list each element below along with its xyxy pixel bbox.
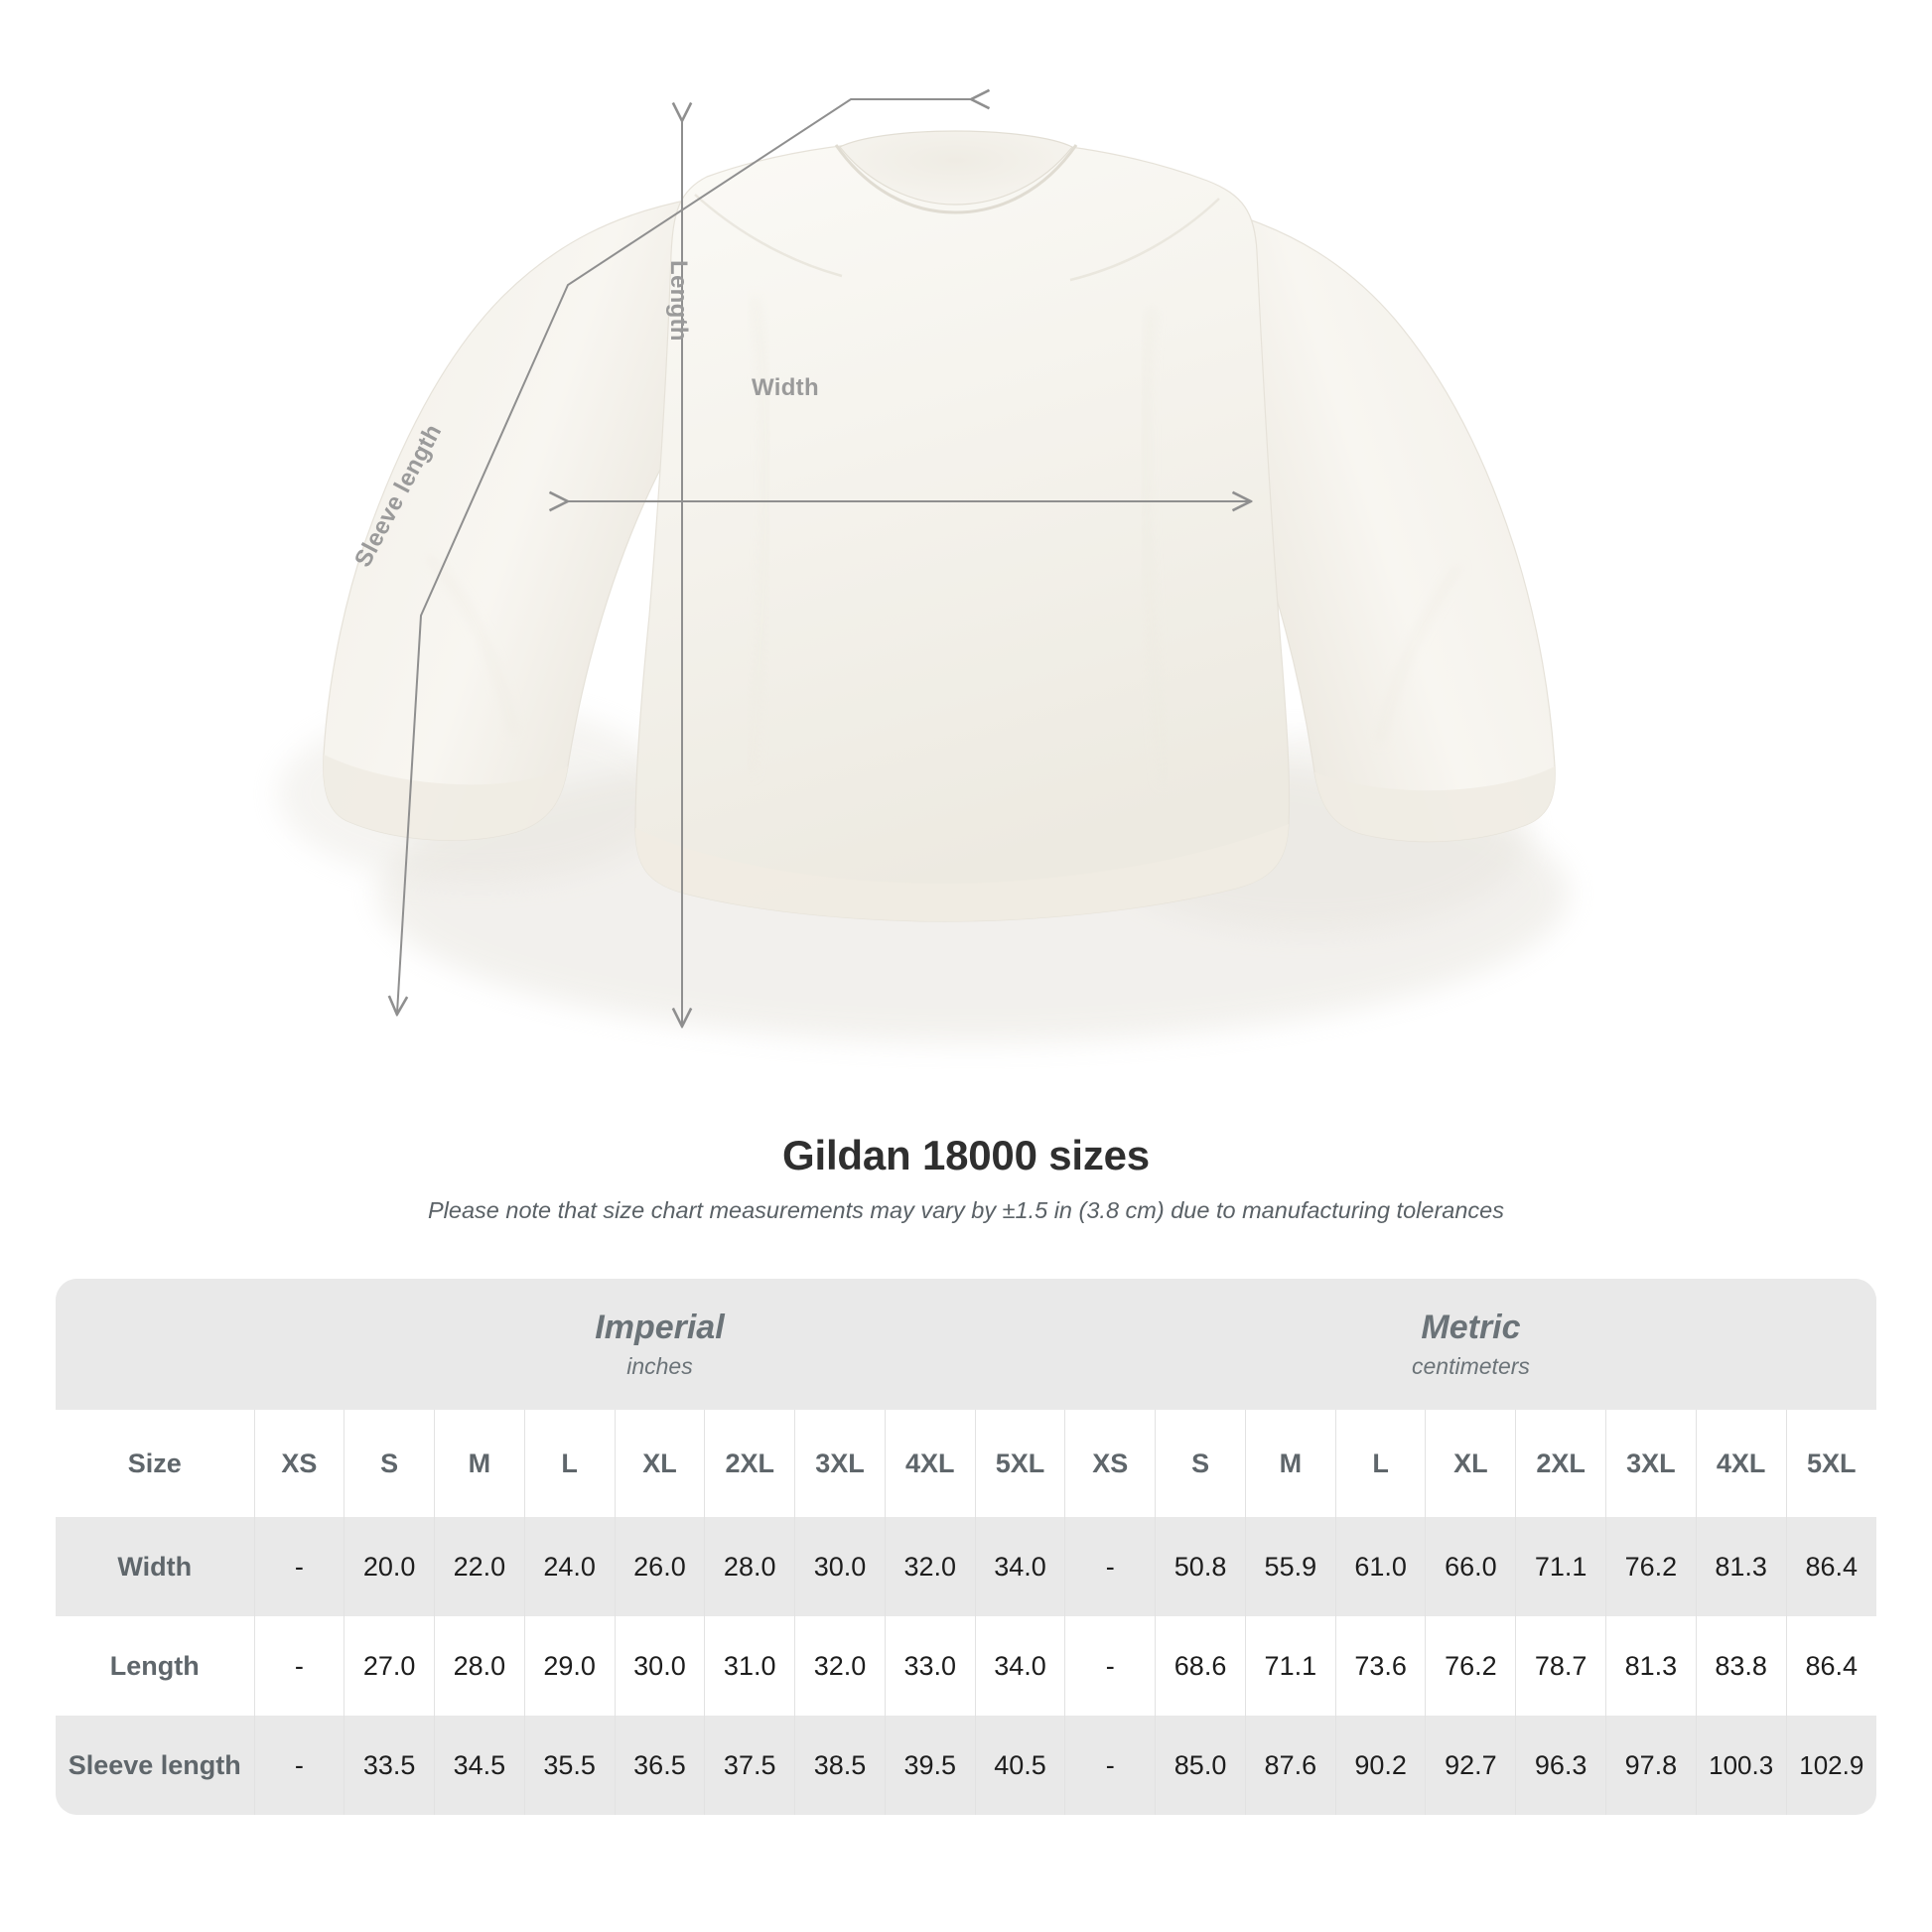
cell-length-metric-l: 73.6 bbox=[1334, 1616, 1426, 1716]
cell-sleeve-length-metric-3xl: 97.8 bbox=[1605, 1716, 1697, 1815]
size-header-metric-4xl: 4XL bbox=[1695, 1410, 1787, 1517]
cell-sleeve-length-metric-s: 85.0 bbox=[1155, 1716, 1246, 1815]
size-header-metric-xl: XL bbox=[1425, 1410, 1516, 1517]
cell-width-imperial-4xl: 32.0 bbox=[884, 1517, 976, 1616]
cell-width-imperial-xl: 26.0 bbox=[614, 1517, 705, 1616]
size-header-row: Size XS S M L XL 2XL 3XL 4XL 5XL XS S M L XL 2XL 3XL 4XL… bbox=[56, 1410, 1876, 1517]
unit-metric-sub: centimeters bbox=[1412, 1353, 1530, 1380]
cell-length-imperial-l: 29.0 bbox=[523, 1616, 616, 1716]
cell-width-imperial-l: 24.0 bbox=[523, 1517, 616, 1616]
sleeve-length-measure-line bbox=[397, 99, 973, 1013]
cell-width-metric-xs: - bbox=[1064, 1517, 1156, 1616]
row-label-width: Width bbox=[56, 1517, 254, 1616]
cell-width-metric-4xl: 81.3 bbox=[1695, 1517, 1787, 1616]
size-header-imperial-3xl: 3XL bbox=[794, 1410, 886, 1517]
cell-length-imperial-2xl: 31.0 bbox=[704, 1616, 795, 1716]
sweatshirt-photo bbox=[278, 0, 1569, 1042]
cell-length-metric-4xl: 83.8 bbox=[1695, 1616, 1787, 1716]
cell-width-metric-s: 50.8 bbox=[1155, 1517, 1246, 1616]
row-label-sleeve-length: Sleeve length bbox=[56, 1716, 254, 1815]
cell-length-metric-3xl: 81.3 bbox=[1605, 1616, 1697, 1716]
size-header-imperial-m: M bbox=[434, 1410, 525, 1517]
tolerance-note: Please note that size chart measurements… bbox=[428, 1197, 1504, 1223]
cell-width-imperial-5xl: 34.0 bbox=[974, 1517, 1065, 1616]
cell-width-metric-l: 61.0 bbox=[1334, 1517, 1426, 1616]
cell-length-metric-xs: - bbox=[1064, 1616, 1156, 1716]
table-row: Length -27.0 28.0 29.0 30.0 31.0 32.0 33.0 34.0-… bbox=[56, 1616, 1876, 1716]
cell-sleeve-length-imperial-3xl: 38.5 bbox=[794, 1716, 886, 1815]
cell-sleeve-length-metric-xl: 92.7 bbox=[1425, 1716, 1516, 1815]
cell-length-metric-xl: 76.2 bbox=[1425, 1616, 1516, 1716]
size-header-metric-l: L bbox=[1334, 1410, 1426, 1517]
unit-system-row: Imperial inches Metric centimeters bbox=[56, 1279, 1876, 1410]
cell-length-metric-2xl: 78.7 bbox=[1515, 1616, 1606, 1716]
unit-imperial-name: Imperial bbox=[595, 1308, 725, 1346]
size-header-metric-xs: XS bbox=[1064, 1410, 1156, 1517]
cell-length-imperial-3xl: 32.0 bbox=[794, 1616, 886, 1716]
cell-sleeve-length-metric-2xl: 96.3 bbox=[1515, 1716, 1606, 1815]
cell-sleeve-length-imperial-xl: 36.5 bbox=[614, 1716, 705, 1815]
unit-metric-cell: Metric centimeters bbox=[1064, 1279, 1876, 1410]
size-header-imperial-4xl: 4XL bbox=[884, 1410, 976, 1517]
size-header-metric-3xl: 3XL bbox=[1605, 1410, 1697, 1517]
cell-width-metric-2xl: 71.1 bbox=[1515, 1517, 1606, 1616]
cell-sleeve-length-imperial-xs: - bbox=[253, 1716, 345, 1815]
row-label-length: Length bbox=[56, 1616, 254, 1716]
cell-length-metric-m: 71.1 bbox=[1244, 1616, 1336, 1716]
size-table-body: Width -20.0 22.0 24.0 26.0 28.0 30.0 32.0 34.0-5… bbox=[56, 1517, 1876, 1815]
size-header-imperial-2xl: 2XL bbox=[704, 1410, 795, 1517]
size-header-imperial-l: L bbox=[523, 1410, 616, 1517]
size-header-metric-m: M bbox=[1244, 1410, 1336, 1517]
size-header-imperial-xs: XS bbox=[253, 1410, 345, 1517]
cell-width-metric-5xl: 86.4 bbox=[1785, 1517, 1876, 1616]
size-header-imperial-xl: XL bbox=[614, 1410, 705, 1517]
size-chart-table-container: Imperial inches Metric centimeters Size … bbox=[56, 1279, 1876, 1815]
chart-caption: Gildan 18000 sizes Please note that size… bbox=[0, 1132, 1932, 1224]
cell-length-metric-5xl: 86.4 bbox=[1785, 1616, 1876, 1716]
table-row: Sleeve length -33.5 34.5 35.5 36.5 37.5 38.5 39… bbox=[56, 1716, 1876, 1815]
size-header-label: Size bbox=[56, 1410, 254, 1517]
unit-imperial-cell: Imperial inches bbox=[254, 1279, 1065, 1410]
cell-sleeve-length-metric-5xl: 102.9 bbox=[1785, 1716, 1876, 1815]
page-title: Gildan 18000 sizes bbox=[782, 1132, 1150, 1178]
cell-width-imperial-xs: - bbox=[253, 1517, 345, 1616]
cell-sleeve-length-imperial-l: 35.5 bbox=[523, 1716, 616, 1815]
size-header-imperial-5xl: 5XL bbox=[974, 1410, 1065, 1517]
cell-width-imperial-m: 22.0 bbox=[434, 1517, 525, 1616]
cell-width-imperial-2xl: 28.0 bbox=[704, 1517, 795, 1616]
cell-sleeve-length-metric-4xl: 100.3 bbox=[1695, 1716, 1787, 1815]
size-header-metric-5xl: 5XL bbox=[1785, 1410, 1876, 1517]
cell-length-metric-s: 68.6 bbox=[1155, 1616, 1246, 1716]
cell-width-imperial-3xl: 30.0 bbox=[794, 1517, 886, 1616]
size-chart-table: Imperial inches Metric centimeters Size … bbox=[56, 1279, 1876, 1815]
cell-sleeve-length-metric-xs: - bbox=[1064, 1716, 1156, 1815]
unit-metric-name: Metric bbox=[1421, 1308, 1521, 1346]
cell-length-imperial-m: 28.0 bbox=[434, 1616, 525, 1716]
size-header-imperial-s: S bbox=[344, 1410, 435, 1517]
unit-imperial-sub: inches bbox=[626, 1353, 693, 1380]
cell-width-metric-3xl: 76.2 bbox=[1605, 1517, 1697, 1616]
cell-length-imperial-5xl: 34.0 bbox=[974, 1616, 1065, 1716]
unit-spacer-cell bbox=[56, 1279, 254, 1410]
cell-sleeve-length-imperial-s: 33.5 bbox=[344, 1716, 435, 1815]
table-row: Width -20.0 22.0 24.0 26.0 28.0 30.0 32.0 34.0-5… bbox=[56, 1517, 1876, 1616]
cell-sleeve-length-imperial-4xl: 39.5 bbox=[884, 1716, 976, 1815]
cell-sleeve-length-metric-l: 90.2 bbox=[1334, 1716, 1426, 1815]
cell-width-metric-m: 55.9 bbox=[1244, 1517, 1336, 1616]
cell-sleeve-length-imperial-m: 34.5 bbox=[434, 1716, 525, 1815]
cell-sleeve-length-imperial-2xl: 37.5 bbox=[704, 1716, 795, 1815]
cell-sleeve-length-metric-m: 87.6 bbox=[1244, 1716, 1336, 1815]
cell-length-imperial-4xl: 33.0 bbox=[884, 1616, 976, 1716]
cell-length-imperial-xs: - bbox=[253, 1616, 345, 1716]
cell-sleeve-length-imperial-5xl: 40.5 bbox=[974, 1716, 1065, 1815]
cell-width-imperial-s: 20.0 bbox=[344, 1517, 435, 1616]
cell-length-imperial-s: 27.0 bbox=[344, 1616, 435, 1716]
size-header-metric-2xl: 2XL bbox=[1515, 1410, 1606, 1517]
size-header-metric-s: S bbox=[1155, 1410, 1246, 1517]
product-photo-area: Length Width Sleeve length bbox=[278, 0, 1569, 1042]
cell-length-imperial-xl: 30.0 bbox=[614, 1616, 705, 1716]
cell-width-metric-xl: 66.0 bbox=[1425, 1517, 1516, 1616]
